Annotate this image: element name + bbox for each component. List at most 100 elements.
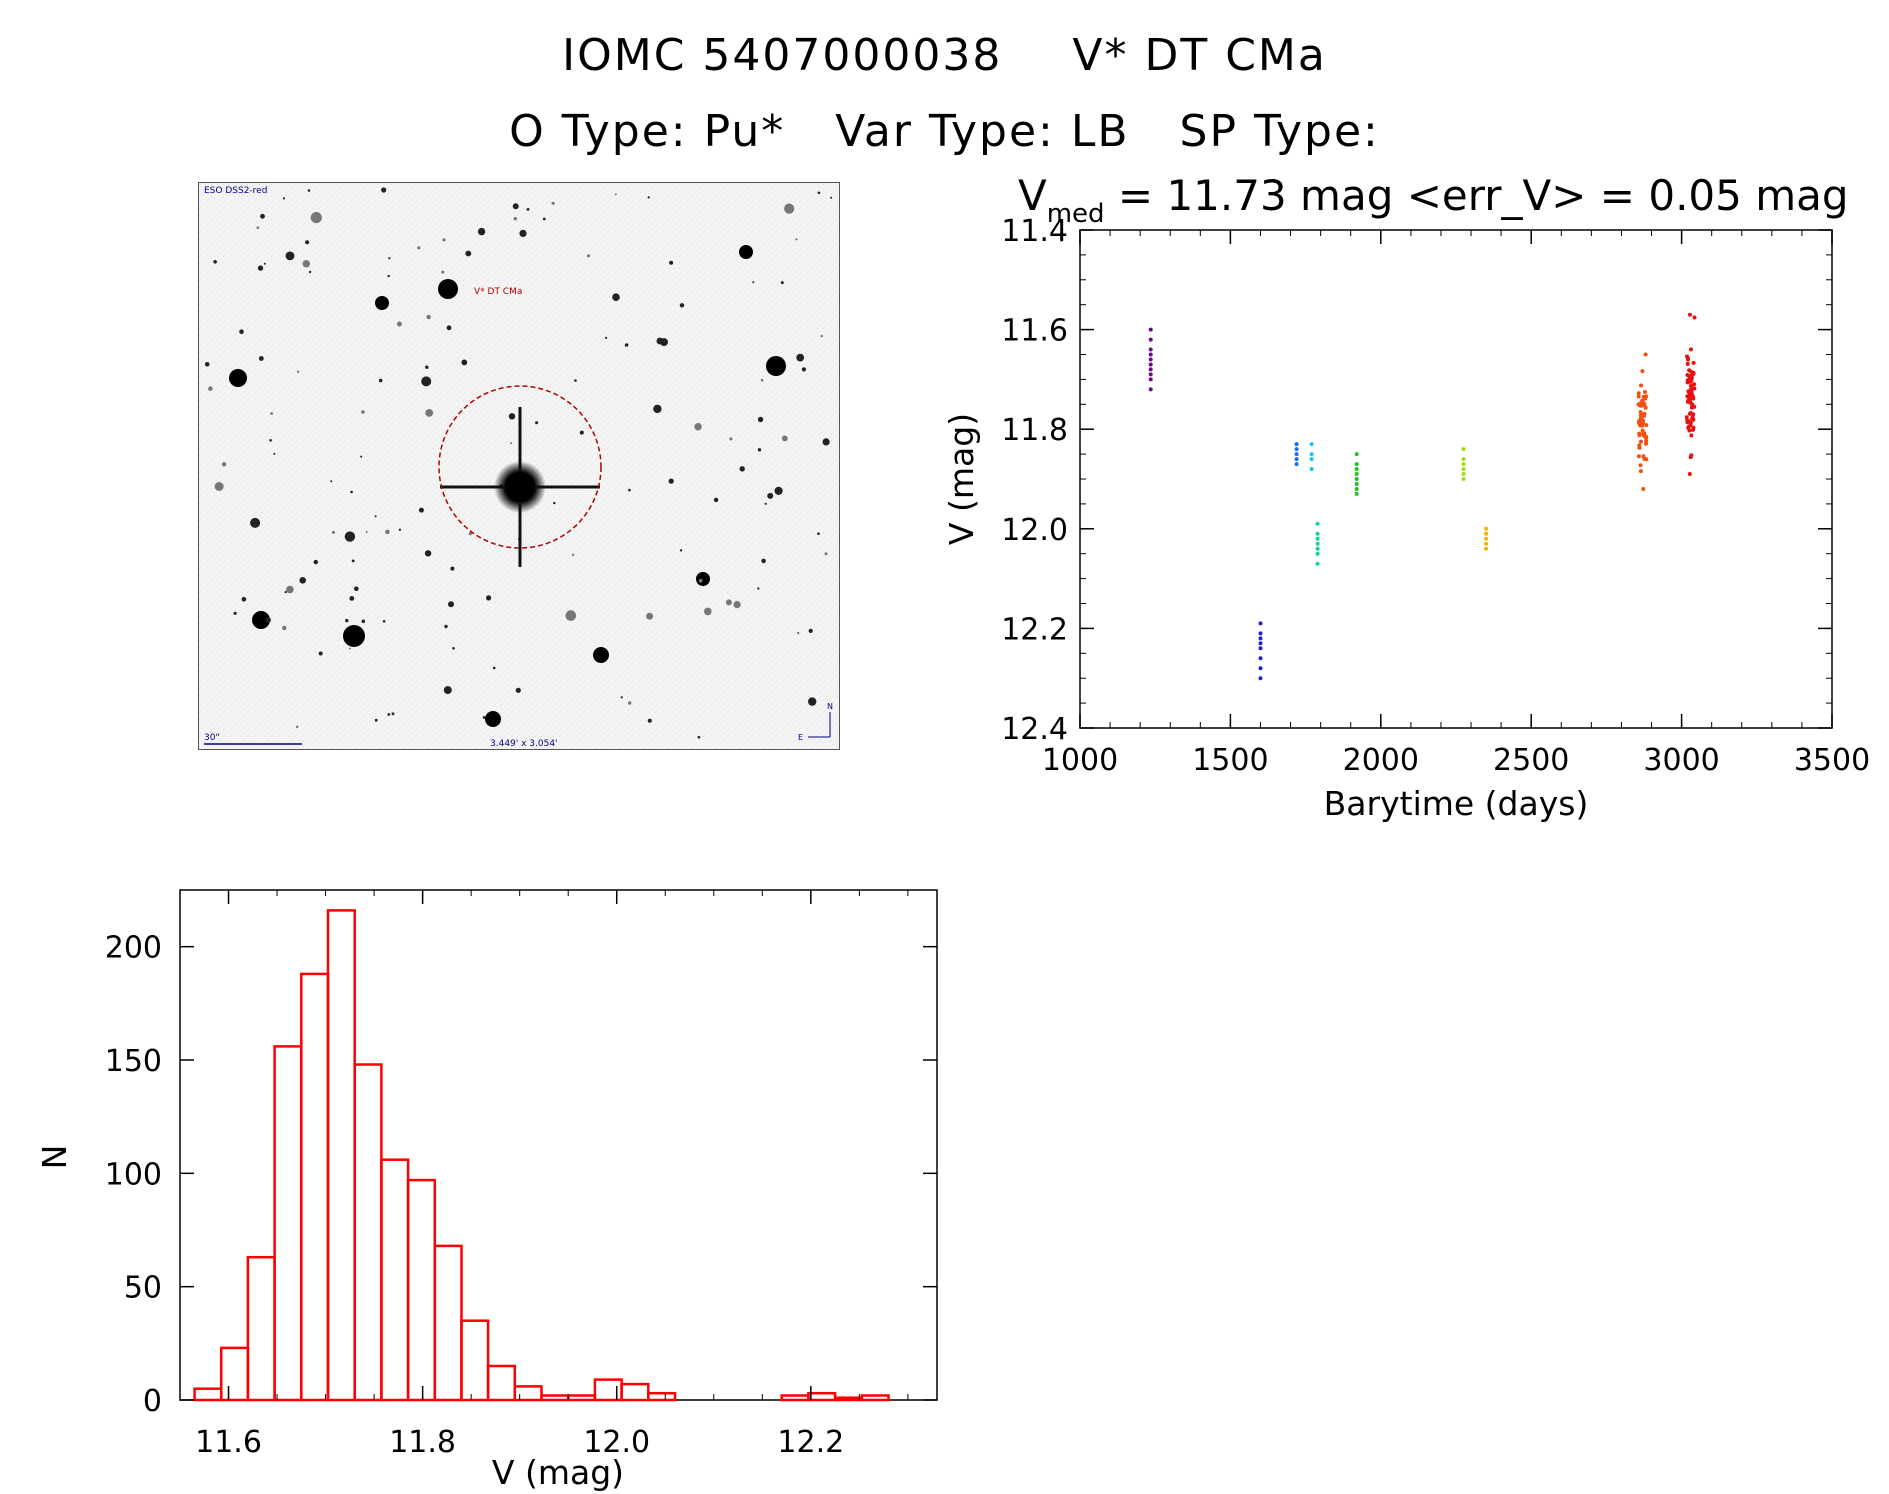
- star: [285, 251, 295, 261]
- histogram-bar: [246, 1255, 276, 1402]
- star: [628, 701, 632, 705]
- data-point: [1637, 431, 1642, 436]
- data-point: [1258, 621, 1263, 626]
- data-point: [1640, 428, 1645, 433]
- data-point: [1690, 396, 1695, 400]
- data-point: [1354, 472, 1359, 476]
- data-point: [1640, 423, 1645, 428]
- star: [418, 507, 424, 513]
- star: [526, 208, 530, 211]
- star-field: [204, 187, 833, 739]
- star: [378, 378, 383, 383]
- histogram-bar: [460, 1319, 490, 1402]
- data-point: [1315, 521, 1320, 526]
- data-point: [1354, 462, 1359, 467]
- star: [624, 343, 629, 347]
- star: [398, 528, 402, 531]
- data-point: [1636, 454, 1641, 459]
- data-point: [1461, 447, 1466, 452]
- star: [256, 226, 260, 229]
- data-point: [1641, 454, 1646, 459]
- x-tick-label: 2500: [1493, 743, 1569, 778]
- target-circle: [438, 385, 602, 549]
- star: [761, 558, 766, 564]
- star: [307, 189, 311, 192]
- star: [468, 532, 472, 536]
- x-tick-label: 12.2: [777, 1425, 844, 1460]
- light-curve-xlabel: Barytime (days): [1324, 784, 1589, 823]
- histogram-bar: [486, 1364, 517, 1402]
- star: [351, 559, 355, 563]
- star: [614, 193, 617, 196]
- data-point: [1148, 377, 1153, 382]
- data-point: [1638, 463, 1643, 468]
- data-point: [1258, 631, 1263, 636]
- star: [348, 647, 351, 650]
- star: [486, 595, 492, 601]
- data-point: [1641, 394, 1646, 399]
- data-point: [1642, 413, 1646, 418]
- histogram-bar: [513, 1385, 543, 1402]
- star: [830, 196, 833, 199]
- data-point: [1294, 442, 1299, 447]
- star: [374, 515, 377, 518]
- star: [653, 404, 662, 414]
- data-point: [1689, 389, 1694, 394]
- data-point: [1354, 487, 1359, 491]
- star: [448, 601, 454, 608]
- data-point: [1461, 477, 1466, 481]
- data-point: [1309, 452, 1314, 457]
- data-point: [1691, 386, 1696, 391]
- y-tick-label: 150: [105, 1044, 162, 1079]
- data-point: [1315, 551, 1320, 556]
- data-point: [1461, 467, 1466, 471]
- data-point: [1148, 347, 1153, 352]
- star: [542, 217, 546, 221]
- star: [586, 254, 591, 258]
- star: [350, 490, 353, 494]
- y-tick-label: 0: [143, 1384, 162, 1419]
- data-point: [1315, 536, 1320, 541]
- x-tick-label: 1500: [1192, 743, 1268, 778]
- star: [515, 687, 521, 693]
- light-curve-ylabel: V (mag): [942, 413, 981, 545]
- star: [295, 725, 299, 729]
- data-point: [1258, 646, 1263, 651]
- data-point: [1258, 641, 1263, 646]
- data-point: [1484, 536, 1489, 541]
- star: [204, 362, 210, 367]
- star: [391, 712, 395, 716]
- histogram-bar: [353, 1063, 383, 1402]
- figure-subtitle: O Type: Pu* Var Type: LB SP Type:: [0, 106, 1889, 157]
- data-point: [1690, 402, 1694, 407]
- x-tick-label: 2000: [1343, 743, 1419, 778]
- data-point: [1689, 369, 1693, 374]
- x-tick-label: 11.6: [195, 1425, 262, 1460]
- data-point: [1354, 452, 1359, 457]
- star: [679, 549, 683, 552]
- star: [579, 430, 584, 435]
- star: [269, 439, 272, 442]
- data-point: [1692, 315, 1697, 320]
- data-point: [1258, 676, 1263, 681]
- data-point: [1148, 357, 1153, 362]
- star: [797, 631, 800, 635]
- size-label: 3.449' x 3.054': [490, 739, 558, 749]
- star: [374, 718, 378, 722]
- data-point: [1689, 378, 1694, 382]
- data-point: [1689, 453, 1694, 458]
- star: [354, 586, 359, 592]
- star: [824, 552, 828, 556]
- star: [282, 625, 287, 631]
- target-star: [440, 407, 600, 567]
- star: [820, 334, 823, 338]
- light-curve-chart: Vmed = 11.73 mag <err_V> = 0.05 mag 1000…: [942, 171, 1870, 823]
- data-point: [1315, 546, 1320, 551]
- star: [733, 601, 741, 609]
- object-id: IOMC 5407000038: [562, 30, 1003, 81]
- data-point: [1354, 491, 1359, 496]
- histogram-bar: [300, 972, 330, 1402]
- star: [822, 438, 830, 446]
- data-point: [1690, 392, 1694, 397]
- star: [571, 553, 575, 556]
